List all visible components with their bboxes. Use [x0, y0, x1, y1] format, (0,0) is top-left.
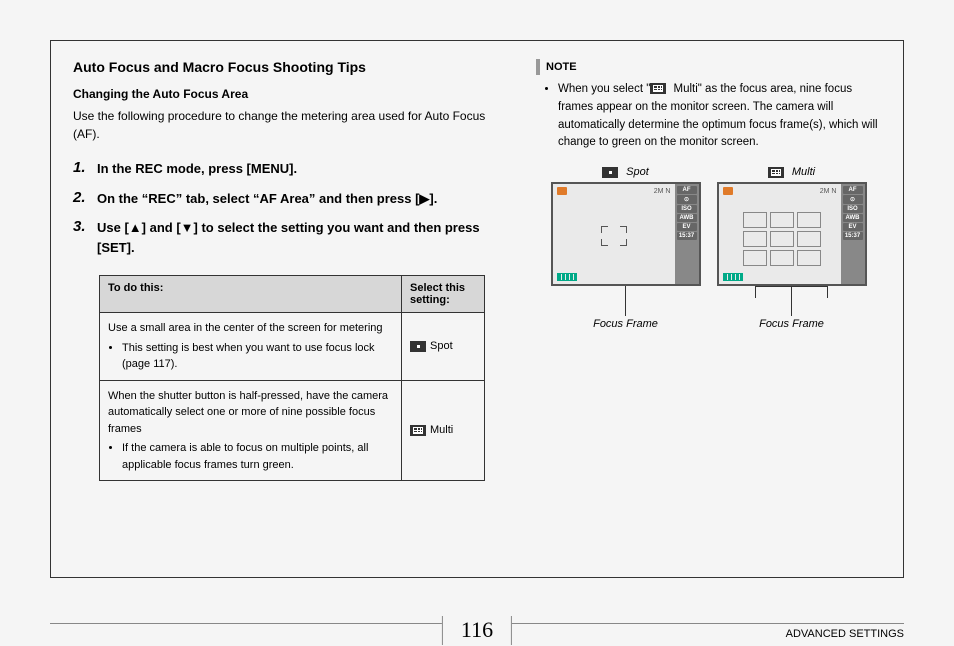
step-number: 2.: [73, 189, 91, 209]
lcd-sidebar: AF ⊙ ISO AWB EV 15:37: [841, 184, 865, 284]
lcd-screen-spot: 2M N AF ⊙ ISO AWB EV 15:37: [551, 182, 701, 286]
note-text: When you select " Multi" as the focus ar…: [558, 81, 881, 152]
pointer-line: [791, 286, 792, 316]
step-text: On the “REC” tab, select “AF Area” and t…: [97, 189, 437, 209]
note-list: When you select " Multi" as the focus ar…: [558, 81, 881, 152]
step-item: 1. In the REC mode, press [MENU].: [73, 159, 512, 179]
page-footer: 116 ADVANCED SETTINGS: [50, 623, 904, 640]
page-content-frame: Auto Focus and Macro Focus Shooting Tips…: [50, 40, 904, 578]
lcd-top-bar: 2M N: [723, 187, 837, 195]
setting-label: Spot: [430, 340, 453, 352]
multi-icon: [768, 167, 784, 178]
page-number: 116: [442, 616, 512, 645]
spot-icon: [602, 167, 618, 178]
rec-indicator-icon: [557, 187, 567, 195]
multi-icon: [650, 83, 666, 94]
spot-icon: [410, 341, 426, 352]
table-header-setting: Select this setting:: [402, 276, 485, 313]
right-column: NOTE When you select " Multi" as the foc…: [536, 59, 881, 559]
multi-focus-grid: [743, 212, 821, 266]
step-text: In the REC mode, press [MENU].: [97, 159, 297, 179]
table-cell-desc: Use a small area in the center of the sc…: [100, 313, 402, 381]
step-number: 1.: [73, 159, 91, 179]
lcd-screen-multi: 2M N AF ⊙ ISO AWB EV 15:37: [717, 182, 867, 286]
table-row: When the shutter button is half-pressed,…: [100, 380, 485, 481]
note-label: NOTE: [546, 61, 577, 73]
table-header-todo: To do this:: [100, 276, 402, 313]
battery-icon: [557, 273, 577, 281]
focus-frame-caption: Focus Frame: [593, 318, 658, 330]
step-item: 2. On the “REC” tab, select “AF Area” an…: [73, 189, 512, 209]
rec-indicator-icon: [723, 187, 733, 195]
row-desc: Use a small area in the center of the sc…: [108, 322, 383, 334]
intro-text: Use the following procedure to change th…: [73, 107, 512, 143]
multi-diagram: Multi 2M N AF ⊙ ISO: [717, 166, 867, 330]
note-heading: NOTE: [536, 59, 881, 75]
focus-frame-caption: Focus Frame: [759, 318, 824, 330]
settings-table: To do this: Select this setting: Use a s…: [99, 275, 485, 481]
lcd-top-right: 2M N: [654, 188, 671, 195]
lcd-top-bar: 2M N: [557, 187, 671, 195]
spot-focus-frame: [601, 226, 627, 246]
row-bullet: If the camera is able to focus on multip…: [122, 440, 393, 473]
spot-diagram-label: Spot: [602, 166, 649, 178]
table-row: Use a small area in the center of the sc…: [100, 313, 485, 381]
setting-label: Multi: [430, 424, 453, 436]
multi-icon: [410, 425, 426, 436]
multi-diagram-label: Multi: [768, 166, 815, 178]
left-column: Auto Focus and Macro Focus Shooting Tips…: [73, 59, 512, 559]
footer-section-label: ADVANCED SETTINGS: [786, 628, 904, 640]
section-title: Auto Focus and Macro Focus Shooting Tips: [73, 59, 512, 75]
note-bar-icon: [536, 59, 540, 75]
table-cell-setting: Multi: [402, 380, 485, 481]
table-cell-desc: When the shutter button is half-pressed,…: [100, 380, 402, 481]
lcd-sidebar: AF ⊙ ISO AWB EV 15:37: [675, 184, 699, 284]
battery-icon: [723, 273, 743, 281]
diagram-row: Spot 2M N AF ⊙ ISO AWB: [536, 166, 881, 330]
lcd-top-right: 2M N: [820, 188, 837, 195]
pointer-line: [625, 286, 626, 316]
step-item: 3. Use [▲] and [▼] to select the setting…: [73, 218, 512, 257]
spot-diagram: Spot 2M N AF ⊙ ISO AWB: [551, 166, 701, 330]
sub-title: Changing the Auto Focus Area: [73, 87, 512, 101]
row-bullet: This setting is best when you want to us…: [122, 340, 393, 373]
step-text: Use [▲] and [▼] to select the setting yo…: [97, 218, 512, 257]
step-number: 3.: [73, 218, 91, 257]
steps-list: 1. In the REC mode, press [MENU]. 2. On …: [73, 159, 512, 257]
row-desc: When the shutter button is half-pressed,…: [108, 390, 388, 435]
table-cell-setting: Spot: [402, 313, 485, 381]
